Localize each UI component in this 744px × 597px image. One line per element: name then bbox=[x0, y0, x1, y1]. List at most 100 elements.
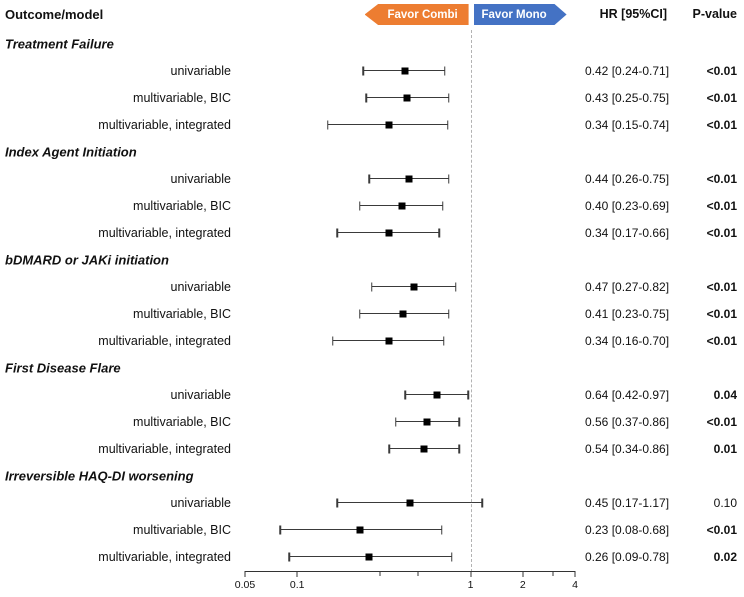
hr-ci-value: 0.34 [0.16-0.70] bbox=[585, 333, 670, 348]
ci-cap-high bbox=[458, 444, 460, 453]
ci-cap-high bbox=[458, 417, 460, 426]
p-value: 0.04 bbox=[713, 387, 737, 402]
axis-tick-label: 0.1 bbox=[289, 579, 305, 591]
point-estimate-marker bbox=[385, 337, 393, 344]
ci-cap-low bbox=[365, 93, 367, 102]
outcome-model-header: Outcome/model bbox=[5, 7, 104, 22]
ci-plot-cell bbox=[237, 327, 585, 354]
reference-line bbox=[470, 30, 472, 572]
ci-cap-low bbox=[326, 120, 329, 129]
favor-combi-arrow: Favor Combi bbox=[364, 4, 469, 25]
ci-cap-low bbox=[331, 336, 334, 345]
ci-cap-low bbox=[368, 174, 370, 183]
p-value: <0.01 bbox=[706, 522, 737, 537]
hr-ci-value: 0.64 [0.42-0.97] bbox=[585, 387, 670, 402]
ci-plot-cell bbox=[237, 516, 585, 543]
forest-row: multivariable, integrated 0.34 [0.17-0.66… bbox=[0, 219, 744, 246]
ci-cap-low bbox=[336, 228, 338, 237]
ci-cap-low bbox=[371, 282, 373, 291]
ci-plot-cell bbox=[237, 408, 585, 435]
model-label: univariable bbox=[170, 279, 231, 294]
ci-cap-high bbox=[467, 390, 470, 399]
ci-cap-high bbox=[444, 66, 446, 75]
ci-cap-high bbox=[448, 309, 450, 318]
p-value: <0.01 bbox=[706, 171, 737, 186]
group-label: Treatment Failure bbox=[5, 36, 114, 51]
p-value: <0.01 bbox=[706, 279, 737, 294]
p-value: <0.01 bbox=[706, 333, 737, 348]
pvalue-column-header: P-value bbox=[692, 7, 737, 21]
forest-row: multivariable, integrated 0.26 [0.09-0.78… bbox=[0, 543, 744, 570]
ci-cap-low bbox=[279, 525, 282, 534]
point-estimate-marker bbox=[410, 283, 418, 290]
forest-row: univariable 0.44 [0.26-0.75] <0.01 bbox=[0, 165, 744, 192]
point-estimate-marker bbox=[398, 202, 406, 209]
group-label: Index Agent Initiation bbox=[5, 144, 137, 159]
point-estimate-marker bbox=[406, 499, 414, 506]
model-label: univariable bbox=[170, 495, 231, 510]
ci-cap-low bbox=[404, 390, 407, 399]
model-label: multivariable, BIC bbox=[133, 306, 231, 321]
p-value: <0.01 bbox=[706, 306, 737, 321]
ci-plot-cell bbox=[237, 543, 585, 570]
point-estimate-marker bbox=[385, 229, 393, 236]
group-header-row: Treatment Failure bbox=[0, 30, 744, 57]
ci-plot-cell bbox=[237, 300, 585, 327]
favor-mono-label: Favor Mono bbox=[481, 8, 547, 21]
x-axis-line bbox=[245, 571, 575, 572]
ci-cap-high bbox=[440, 525, 443, 534]
forest-rows: Treatment Failure univariable 0.42 [0.24-0… bbox=[0, 30, 744, 570]
p-value: <0.01 bbox=[706, 225, 737, 240]
forest-row: multivariable, BIC 0.41 [0.23-0.75] <0.01 bbox=[0, 300, 744, 327]
ci-plot-cell bbox=[237, 192, 585, 219]
point-estimate-marker bbox=[403, 94, 411, 101]
hr-ci-value: 0.40 [0.23-0.69] bbox=[585, 198, 670, 213]
axis-minor-tick bbox=[552, 571, 554, 576]
forest-row: multivariable, BIC 0.43 [0.25-0.75] <0.01 bbox=[0, 84, 744, 111]
hr-ci-value: 0.41 [0.23-0.75] bbox=[585, 306, 670, 321]
hr-ci-value: 0.56 [0.37-0.86] bbox=[585, 414, 670, 429]
point-estimate-marker bbox=[423, 418, 431, 425]
point-estimate-marker bbox=[401, 67, 409, 74]
ci-plot-cell bbox=[237, 165, 585, 192]
point-estimate-marker bbox=[433, 391, 441, 398]
ci-cap-low bbox=[362, 66, 364, 75]
ci-cap-high bbox=[447, 120, 449, 129]
point-estimate-marker bbox=[399, 310, 407, 317]
point-estimate-marker bbox=[365, 553, 373, 560]
ci-cap-high bbox=[451, 552, 453, 561]
p-value: <0.01 bbox=[706, 117, 737, 132]
favor-mono-arrow: Favor Mono bbox=[473, 4, 567, 25]
ci-plot-cell bbox=[237, 84, 585, 111]
forest-row: univariable 0.64 [0.42-0.97] 0.04 bbox=[0, 381, 744, 408]
model-label: multivariable, integrated bbox=[98, 549, 231, 564]
p-value: <0.01 bbox=[706, 198, 737, 213]
hr-ci-value: 0.23 [0.08-0.68] bbox=[585, 522, 670, 537]
model-label: multivariable, BIC bbox=[133, 522, 231, 537]
ci-cap-low bbox=[288, 552, 290, 561]
axis-tick bbox=[296, 571, 298, 577]
ci-cap-low bbox=[394, 417, 397, 426]
model-label: multivariable, integrated bbox=[98, 333, 231, 348]
model-label: multivariable, BIC bbox=[133, 198, 231, 213]
model-label: multivariable, integrated bbox=[98, 441, 231, 456]
axis-tick bbox=[574, 571, 576, 577]
group-label: bDMARD or JAKi initiation bbox=[5, 252, 169, 267]
p-value: <0.01 bbox=[706, 414, 737, 429]
favor-combi-label: Favor Combi bbox=[387, 8, 458, 21]
hr-ci-value: 0.45 [0.17-1.17] bbox=[585, 495, 670, 510]
forest-row: univariable 0.47 [0.27-0.82] <0.01 bbox=[0, 273, 744, 300]
axis-tick-label: 4 bbox=[572, 579, 578, 591]
model-label: multivariable, BIC bbox=[133, 414, 231, 429]
axis-minor-tick bbox=[417, 571, 419, 576]
model-label: univariable bbox=[170, 63, 231, 78]
hr-ci-value: 0.26 [0.09-0.78] bbox=[585, 549, 670, 564]
point-estimate-marker bbox=[356, 526, 364, 533]
axis-minor-tick bbox=[379, 571, 381, 576]
ci-cap-high bbox=[481, 498, 484, 507]
ci-cap-high bbox=[441, 201, 444, 210]
model-label: multivariable, BIC bbox=[133, 90, 231, 105]
ci-cap-low bbox=[359, 309, 361, 318]
ci-plot-cell bbox=[237, 273, 585, 300]
ci-cap-high bbox=[448, 93, 450, 102]
